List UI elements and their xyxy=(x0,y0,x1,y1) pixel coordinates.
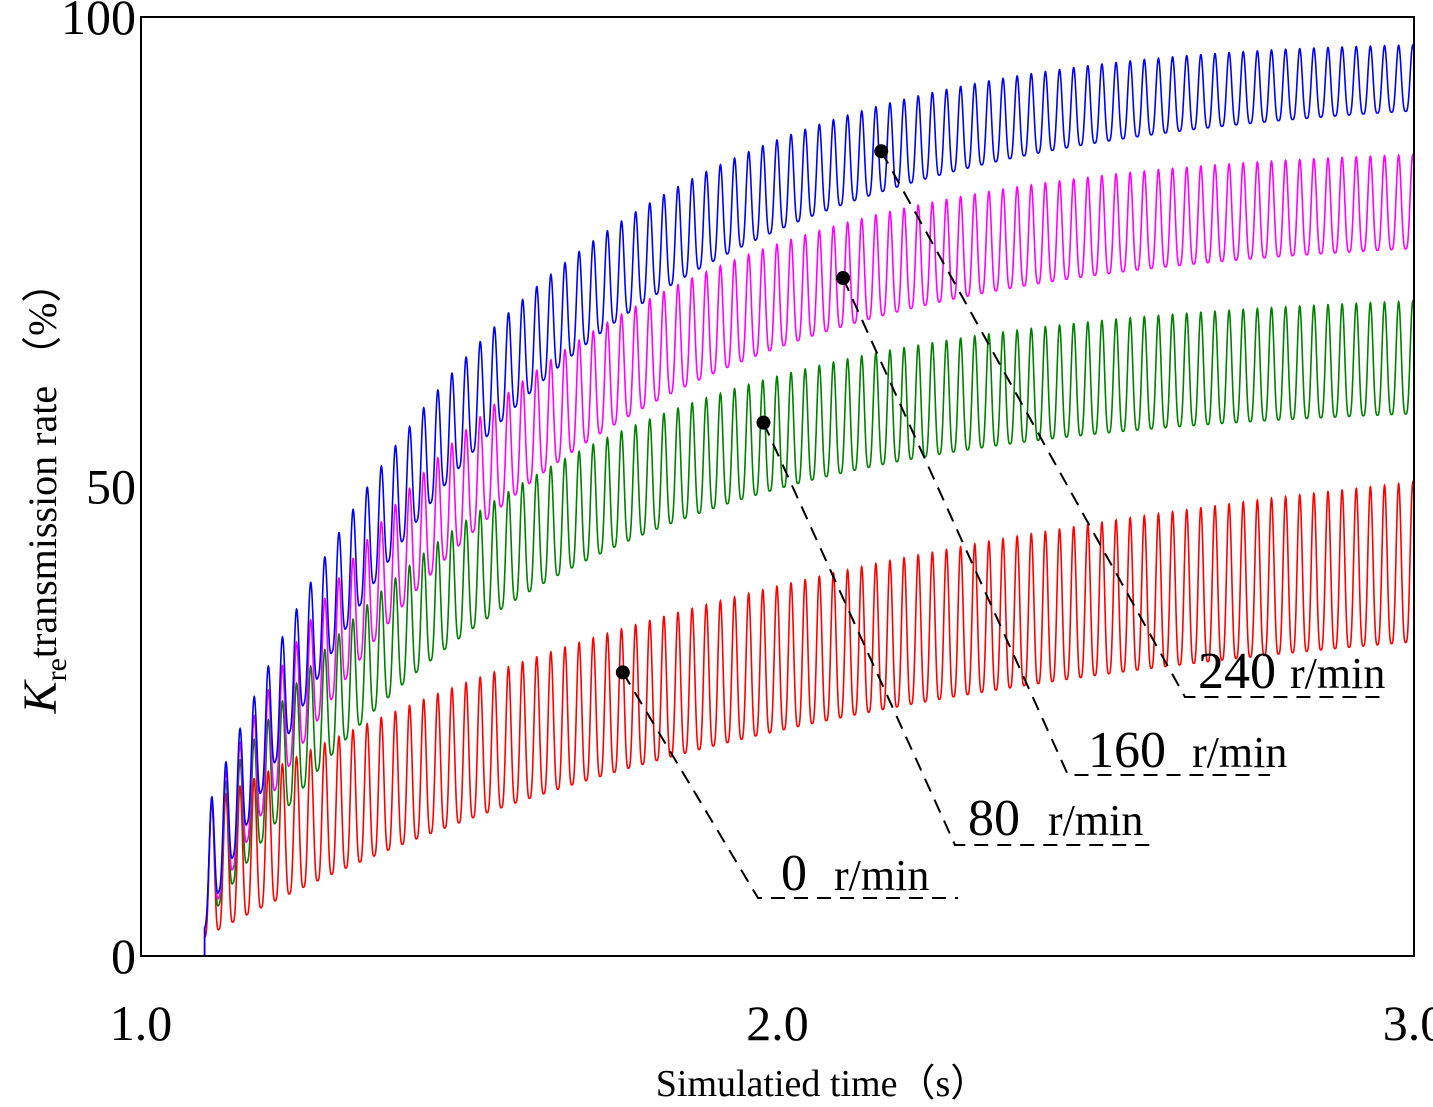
series-layer xyxy=(141,43,1415,957)
x-tick-label: 3.0 xyxy=(1383,995,1433,1051)
svg-text:Kretransmission rate （%）: Kretransmission rate （%） xyxy=(14,263,73,715)
label-unit-0: r/min xyxy=(834,851,929,900)
y-tick-label: 100 xyxy=(61,0,136,45)
marker-dot-80-rpm xyxy=(756,415,771,430)
annotation-layer: 0 r/min 80 r/min 160 r/min 240 r/min xyxy=(615,144,1388,902)
marker-dot-0-rpm xyxy=(615,665,630,680)
marker-dot-240-rpm xyxy=(874,144,889,159)
label-speed-0: 0 xyxy=(781,845,807,902)
y-axis-title: Kretransmission rate （%） xyxy=(14,263,73,715)
plot-frame xyxy=(140,16,1415,957)
series-line-160-rpm xyxy=(141,153,1415,957)
label-unit-240: r/min xyxy=(1290,649,1385,698)
leader-line-160-rpm xyxy=(842,277,1270,776)
y-axis-subscript: re xyxy=(40,658,73,681)
label-speed-240: 240 xyxy=(1198,643,1276,700)
marker-dot-160-rpm xyxy=(836,271,851,286)
label-speed-80: 80 xyxy=(968,790,1020,847)
label-unit-80: r/min xyxy=(1048,796,1143,845)
leader-line-0-rpm xyxy=(621,671,958,899)
x-tick-label: 2.0 xyxy=(746,995,809,1051)
series-line-240-rpm xyxy=(141,43,1415,957)
series-line-0-rpm xyxy=(141,480,1415,957)
label-speed-160: 160 xyxy=(1088,722,1166,779)
x-axis-title: Simulatied time（s） xyxy=(656,1063,988,1105)
tick-layer: 1.0 2.0 3.0 0 50 100 xyxy=(61,0,1433,1051)
y-tick-label: 50 xyxy=(86,459,136,515)
leader-line-240-rpm xyxy=(880,150,1388,698)
label-unit-160: r/min xyxy=(1192,728,1287,777)
y-tick-label: 0 xyxy=(111,928,136,984)
leader-line-80-rpm xyxy=(762,422,1155,846)
x-tick-label: 1.0 xyxy=(110,995,173,1051)
series-line-80-rpm xyxy=(141,299,1415,957)
y-axis-text: transmission rate （%） xyxy=(20,263,65,659)
y-axis-symbol: K xyxy=(14,678,67,714)
